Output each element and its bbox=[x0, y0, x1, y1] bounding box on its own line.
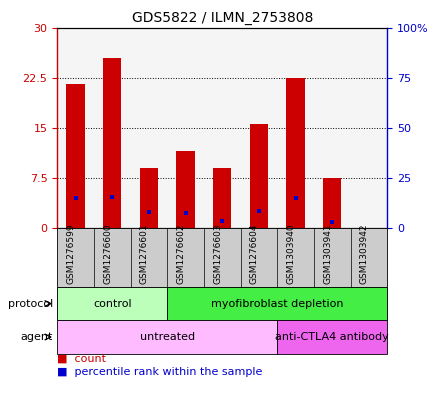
Bar bbox=[250, 124, 268, 228]
Text: agent: agent bbox=[20, 332, 53, 342]
Text: GSM1276599: GSM1276599 bbox=[66, 223, 76, 284]
Text: ■  percentile rank within the sample: ■ percentile rank within the sample bbox=[57, 367, 263, 377]
Bar bbox=[103, 58, 121, 228]
Text: myofibroblast depletion: myofibroblast depletion bbox=[211, 299, 344, 309]
Bar bbox=[140, 168, 158, 228]
Text: control: control bbox=[93, 299, 132, 309]
Bar bbox=[66, 84, 85, 228]
Text: GSM1276603: GSM1276603 bbox=[213, 223, 222, 284]
Text: GSM1276604: GSM1276604 bbox=[250, 223, 259, 284]
Bar bbox=[213, 168, 231, 228]
Text: GSM1303942: GSM1303942 bbox=[360, 223, 369, 284]
Bar bbox=[286, 78, 305, 228]
Title: GDS5822 / ILMN_2753808: GDS5822 / ILMN_2753808 bbox=[132, 11, 313, 25]
Text: GSM1276600: GSM1276600 bbox=[103, 223, 112, 284]
Text: GSM1303940: GSM1303940 bbox=[286, 223, 296, 284]
Text: ■  count: ■ count bbox=[57, 354, 106, 364]
Text: untreated: untreated bbox=[139, 332, 195, 342]
Text: anti-CTLA4 antibody: anti-CTLA4 antibody bbox=[275, 332, 389, 342]
Bar bbox=[176, 151, 195, 228]
Text: GSM1276601: GSM1276601 bbox=[140, 223, 149, 284]
Bar bbox=[323, 178, 341, 228]
Text: GSM1303941: GSM1303941 bbox=[323, 223, 332, 284]
Text: protocol: protocol bbox=[7, 299, 53, 309]
Text: GSM1276602: GSM1276602 bbox=[176, 223, 186, 284]
